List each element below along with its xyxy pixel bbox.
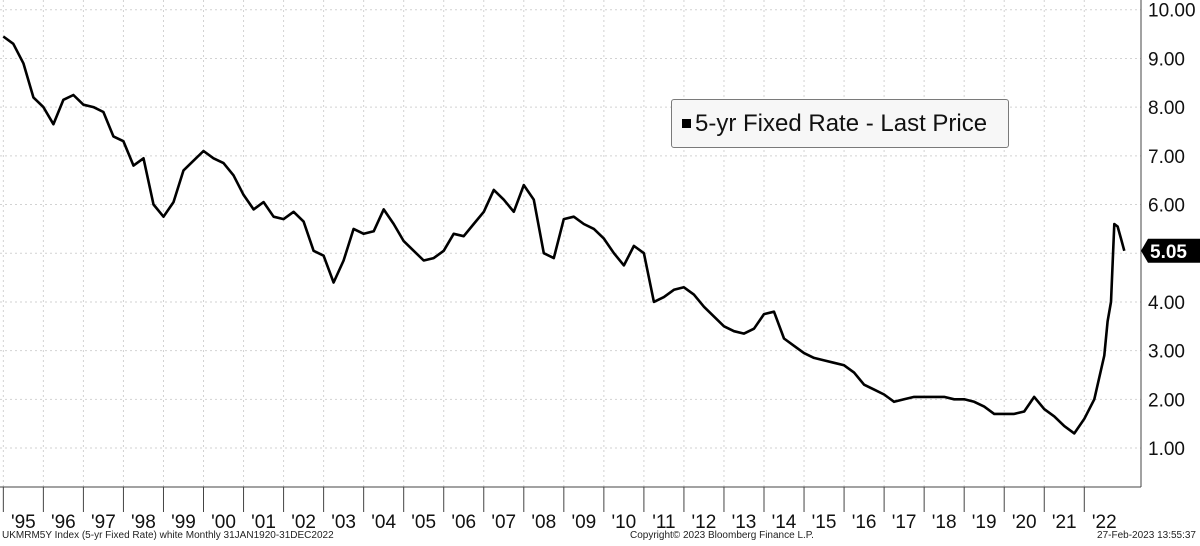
x-tick-label: '11 <box>652 512 675 533</box>
x-tick-label: '19 <box>972 512 997 533</box>
x-tick-label: '98 <box>131 512 156 533</box>
legend: 5-yr Fixed Rate - Last Price <box>671 99 1009 148</box>
footer-copyright: Copyright© 2023 Bloomberg Finance L.P. <box>630 530 814 541</box>
footer-source: UKMRM5Y Index (5-yr Fixed Rate) white Mo… <box>2 530 334 541</box>
x-tick-label: '95 <box>11 512 36 533</box>
x-tick-label: '99 <box>171 512 196 533</box>
x-tick-label: '20 <box>1012 512 1037 533</box>
legend-label: 5-yr Fixed Rate - Last Price <box>695 109 988 137</box>
y-tick-label: 4.00 <box>1148 293 1185 314</box>
x-tick-label: '17 <box>892 512 917 533</box>
x-tick-label: '18 <box>932 512 957 533</box>
x-tick-label: '21 <box>1052 512 1077 533</box>
x-tick-label: '01 <box>251 512 276 533</box>
x-tick-label: '06 <box>451 512 476 533</box>
x-tick-label: '02 <box>291 512 316 533</box>
x-tick-label: '00 <box>211 512 236 533</box>
grid-lines <box>0 0 1141 487</box>
x-tick-label: '07 <box>491 512 516 533</box>
x-tick-label: '03 <box>331 512 356 533</box>
legend-swatch <box>682 119 691 128</box>
y-tick-label: 8.00 <box>1148 98 1185 119</box>
series-layer <box>2 35 1126 435</box>
x-tick-label: '22 <box>1092 512 1117 533</box>
y-tick-label: 2.00 <box>1148 390 1185 411</box>
x-tick-label: '15 <box>812 512 837 533</box>
x-tick-label: '14 <box>772 512 797 533</box>
y-tick-label: 3.00 <box>1148 342 1185 363</box>
y-tick-label: 10.00 <box>1148 1 1196 22</box>
x-tick-label: '04 <box>371 512 396 533</box>
y-tick-label: 7.00 <box>1148 147 1185 168</box>
last-value-badge-bg <box>1141 238 1200 263</box>
series-line-0 <box>2 35 1126 435</box>
tick-labels: 1.002.003.004.005.006.007.008.009.0010.0… <box>11 1 1200 533</box>
x-tick-label: '97 <box>91 512 116 533</box>
x-tick-label: '16 <box>852 512 877 533</box>
x-tick-label: '05 <box>411 512 436 533</box>
x-tick-label: '12 <box>692 512 717 533</box>
axes <box>0 0 1142 512</box>
x-tick-label: '96 <box>51 512 76 533</box>
footer-timestamp: 27-Feb-2023 13:55:37 <box>1097 530 1196 541</box>
last-value-label: 5.05 <box>1150 242 1187 263</box>
x-tick-label: '09 <box>571 512 596 533</box>
x-tick-label: '08 <box>531 512 556 533</box>
last-value-badge: 5.05 <box>1141 238 1200 263</box>
x-tick-label: '10 <box>611 512 636 533</box>
y-tick-label: 9.00 <box>1148 49 1185 70</box>
y-tick-label: 6.00 <box>1148 196 1185 217</box>
x-tick-label: '13 <box>732 512 757 533</box>
y-tick-label: 1.00 <box>1148 439 1185 460</box>
